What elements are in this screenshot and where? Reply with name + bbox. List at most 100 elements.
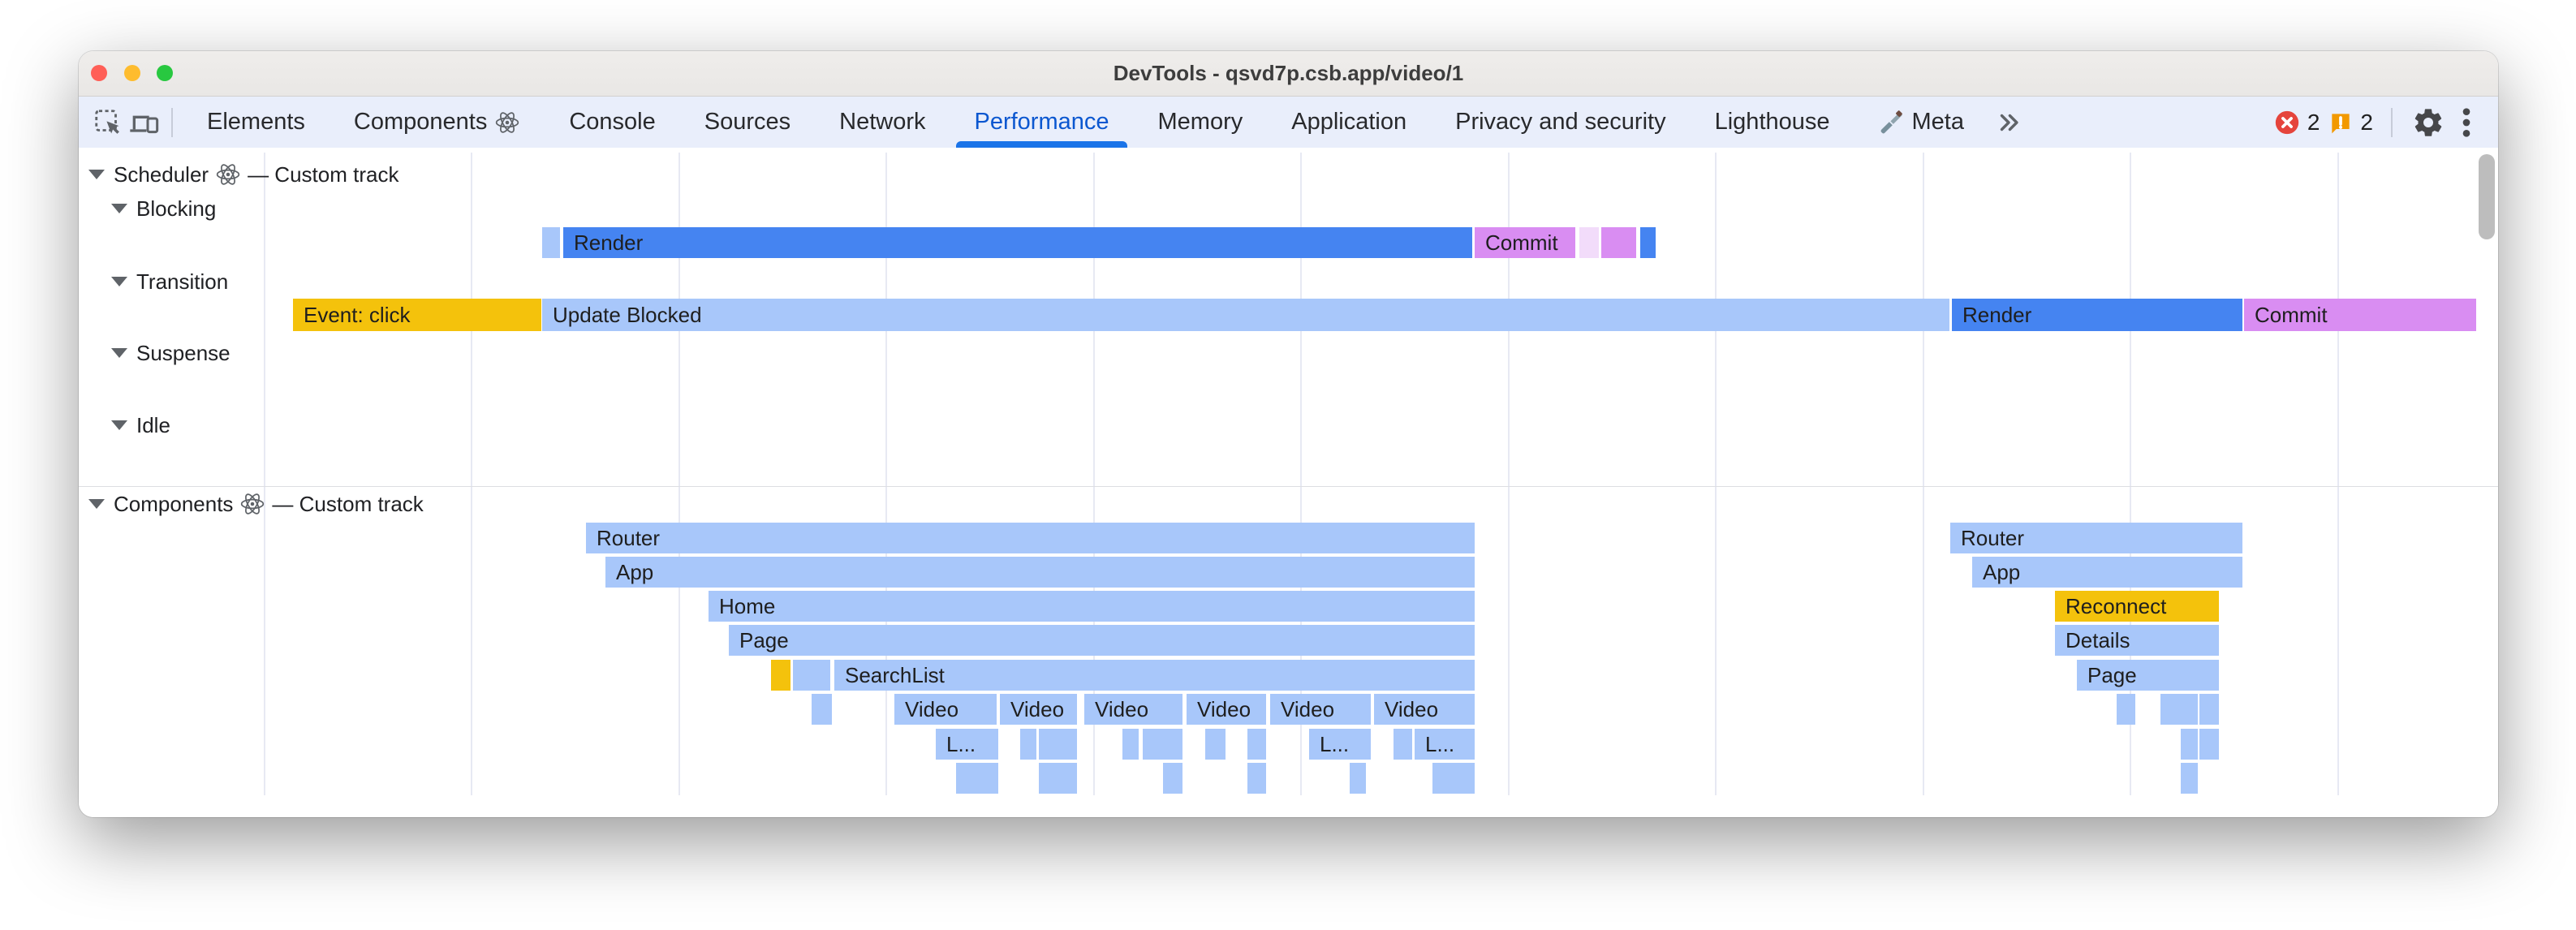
- track-header-scheduler[interactable]: Scheduler — Custom track: [88, 159, 398, 190]
- tab-network[interactable]: Network: [815, 97, 950, 148]
- tab-privacy-and-security[interactable]: Privacy and security: [1431, 97, 1691, 148]
- more-tabs-chevron-icon[interactable]: [1995, 109, 2022, 136]
- warning-count: 2: [2360, 109, 2373, 135]
- flame-bar[interactable]: [1394, 729, 1412, 760]
- error-badge[interactable]: 2: [2273, 109, 2320, 136]
- flame-bar-home[interactable]: Home: [709, 591, 1475, 622]
- flame-bar-l[interactable]: L...: [936, 729, 998, 760]
- flame-bar[interactable]: [1205, 729, 1226, 760]
- tab-application[interactable]: Application: [1267, 97, 1431, 148]
- flame-bar-page[interactable]: Page: [729, 625, 1475, 656]
- flame-bar-video[interactable]: Video: [894, 694, 997, 725]
- kebab-menu-icon[interactable]: [2454, 105, 2479, 140]
- flame-bar[interactable]: [1122, 729, 1139, 760]
- react-atom-icon: [494, 110, 520, 136]
- tab-memory[interactable]: Memory: [1134, 97, 1268, 148]
- flame-bar-app[interactable]: App: [605, 557, 1475, 588]
- flame-bar[interactable]: [542, 227, 560, 258]
- lane-label-suspense[interactable]: Suspense: [111, 338, 230, 368]
- flame-bar-app[interactable]: App: [1972, 557, 2242, 588]
- flame-bar-video[interactable]: Video: [1084, 694, 1182, 725]
- track-separator: [79, 486, 2498, 487]
- close-button[interactable]: [91, 65, 107, 81]
- maximize-button[interactable]: [157, 65, 173, 81]
- flame-bar-update-blocked[interactable]: Update Blocked: [542, 299, 1949, 331]
- flame-bar-render[interactable]: Render: [1952, 299, 2242, 331]
- tab-sources[interactable]: Sources: [680, 97, 815, 148]
- flame-bar[interactable]: [1020, 729, 1036, 760]
- flame-bar-l[interactable]: L...: [1309, 729, 1371, 760]
- inspect-element-icon[interactable]: [90, 105, 126, 140]
- flame-bar[interactable]: [1601, 227, 1636, 258]
- flame-bar-router[interactable]: Router: [586, 523, 1475, 553]
- flame-bar[interactable]: [956, 763, 998, 794]
- disclosure-triangle-icon[interactable]: [111, 277, 127, 286]
- flame-bar-reconnect[interactable]: Reconnect: [2055, 591, 2219, 622]
- flame-bar[interactable]: [1432, 763, 1475, 794]
- lane-label-blocking[interactable]: Blocking: [111, 193, 216, 224]
- flame-bar-video[interactable]: Video: [1000, 694, 1077, 725]
- flame-bar-commit[interactable]: Commit: [1475, 227, 1575, 258]
- lane-label-transition[interactable]: Transition: [111, 266, 228, 297]
- toolbar-divider: [171, 107, 173, 137]
- flame-bar-video[interactable]: Video: [1270, 694, 1371, 725]
- flame-bar-render[interactable]: Render: [563, 227, 1472, 258]
- flame-bar[interactable]: [1143, 729, 1182, 760]
- tab-console[interactable]: Console: [545, 97, 679, 148]
- tab-meta[interactable]: Meta: [1854, 97, 1988, 148]
- tab-components[interactable]: Components: [330, 97, 545, 148]
- flame-bar-event-click[interactable]: Event: click: [293, 299, 541, 331]
- gridline: [1093, 153, 1095, 795]
- flame-bar-details[interactable]: Details: [2055, 625, 2219, 656]
- flame-bar[interactable]: [2199, 694, 2219, 725]
- flame-bar[interactable]: [793, 660, 830, 691]
- disclosure-triangle-icon[interactable]: [111, 348, 127, 358]
- flame-bar-commit[interactable]: Commit: [2244, 299, 2476, 331]
- flame-bar-video[interactable]: Video: [1374, 694, 1475, 725]
- flame-bar[interactable]: [1039, 763, 1077, 794]
- track-label: Components: [114, 491, 234, 516]
- track-label: Idle: [136, 412, 170, 437]
- track-label: Suspense: [136, 340, 230, 365]
- settings-gear-icon[interactable]: [2410, 105, 2446, 140]
- tab-label: Console: [569, 109, 656, 135]
- track-header-components[interactable]: Components — Custom track: [88, 489, 424, 519]
- flame-bar[interactable]: [812, 694, 832, 725]
- flame-bar[interactable]: [2117, 694, 2135, 725]
- tools-icon: [1879, 110, 1905, 136]
- disclosure-triangle-icon[interactable]: [111, 420, 127, 430]
- flame-bar[interactable]: [1640, 227, 1656, 258]
- flame-bar-searchlist[interactable]: SearchList: [834, 660, 1475, 691]
- tab-lighthouse[interactable]: Lighthouse: [1691, 97, 1854, 148]
- disclosure-triangle-icon[interactable]: [111, 204, 127, 213]
- tab-label: Network: [839, 109, 926, 135]
- flame-bar[interactable]: [1163, 763, 1182, 794]
- flame-bar-l[interactable]: L...: [1415, 729, 1475, 760]
- flame-bar-page[interactable]: Page: [2077, 660, 2219, 691]
- react-atom-icon: [239, 491, 265, 517]
- tab-performance[interactable]: Performance: [950, 97, 1133, 148]
- flame-bar[interactable]: [2181, 763, 2198, 794]
- flame-bar[interactable]: [1247, 729, 1266, 760]
- disclosure-triangle-icon[interactable]: [88, 499, 105, 509]
- devtools-window: DevTools - qsvd7p.csb.app/video/1 Elemen…: [79, 51, 2498, 817]
- flame-bar[interactable]: [1247, 763, 1266, 794]
- flame-bar[interactable]: [2199, 729, 2219, 760]
- flame-bar-router[interactable]: Router: [1950, 523, 2242, 553]
- track-label: Blocking: [136, 196, 217, 221]
- flame-bar[interactable]: [2160, 694, 2198, 725]
- vertical-scrollbar-thumb[interactable]: [2479, 154, 2495, 239]
- flame-bar[interactable]: [1579, 227, 1599, 258]
- flame-bar[interactable]: [2181, 729, 2198, 760]
- tab-elements[interactable]: Elements: [183, 97, 330, 148]
- flame-bar[interactable]: [771, 660, 790, 691]
- disclosure-triangle-icon[interactable]: [88, 170, 105, 179]
- lane-label-idle[interactable]: Idle: [111, 410, 170, 441]
- tab-label: Elements: [207, 109, 305, 135]
- flame-bar[interactable]: [1350, 763, 1366, 794]
- minimize-button[interactable]: [124, 65, 140, 81]
- flame-bar[interactable]: [1039, 729, 1077, 760]
- flame-bar-video[interactable]: Video: [1187, 694, 1266, 725]
- device-toolbar-icon[interactable]: [126, 105, 162, 140]
- warning-badge[interactable]: 2: [2328, 110, 2373, 136]
